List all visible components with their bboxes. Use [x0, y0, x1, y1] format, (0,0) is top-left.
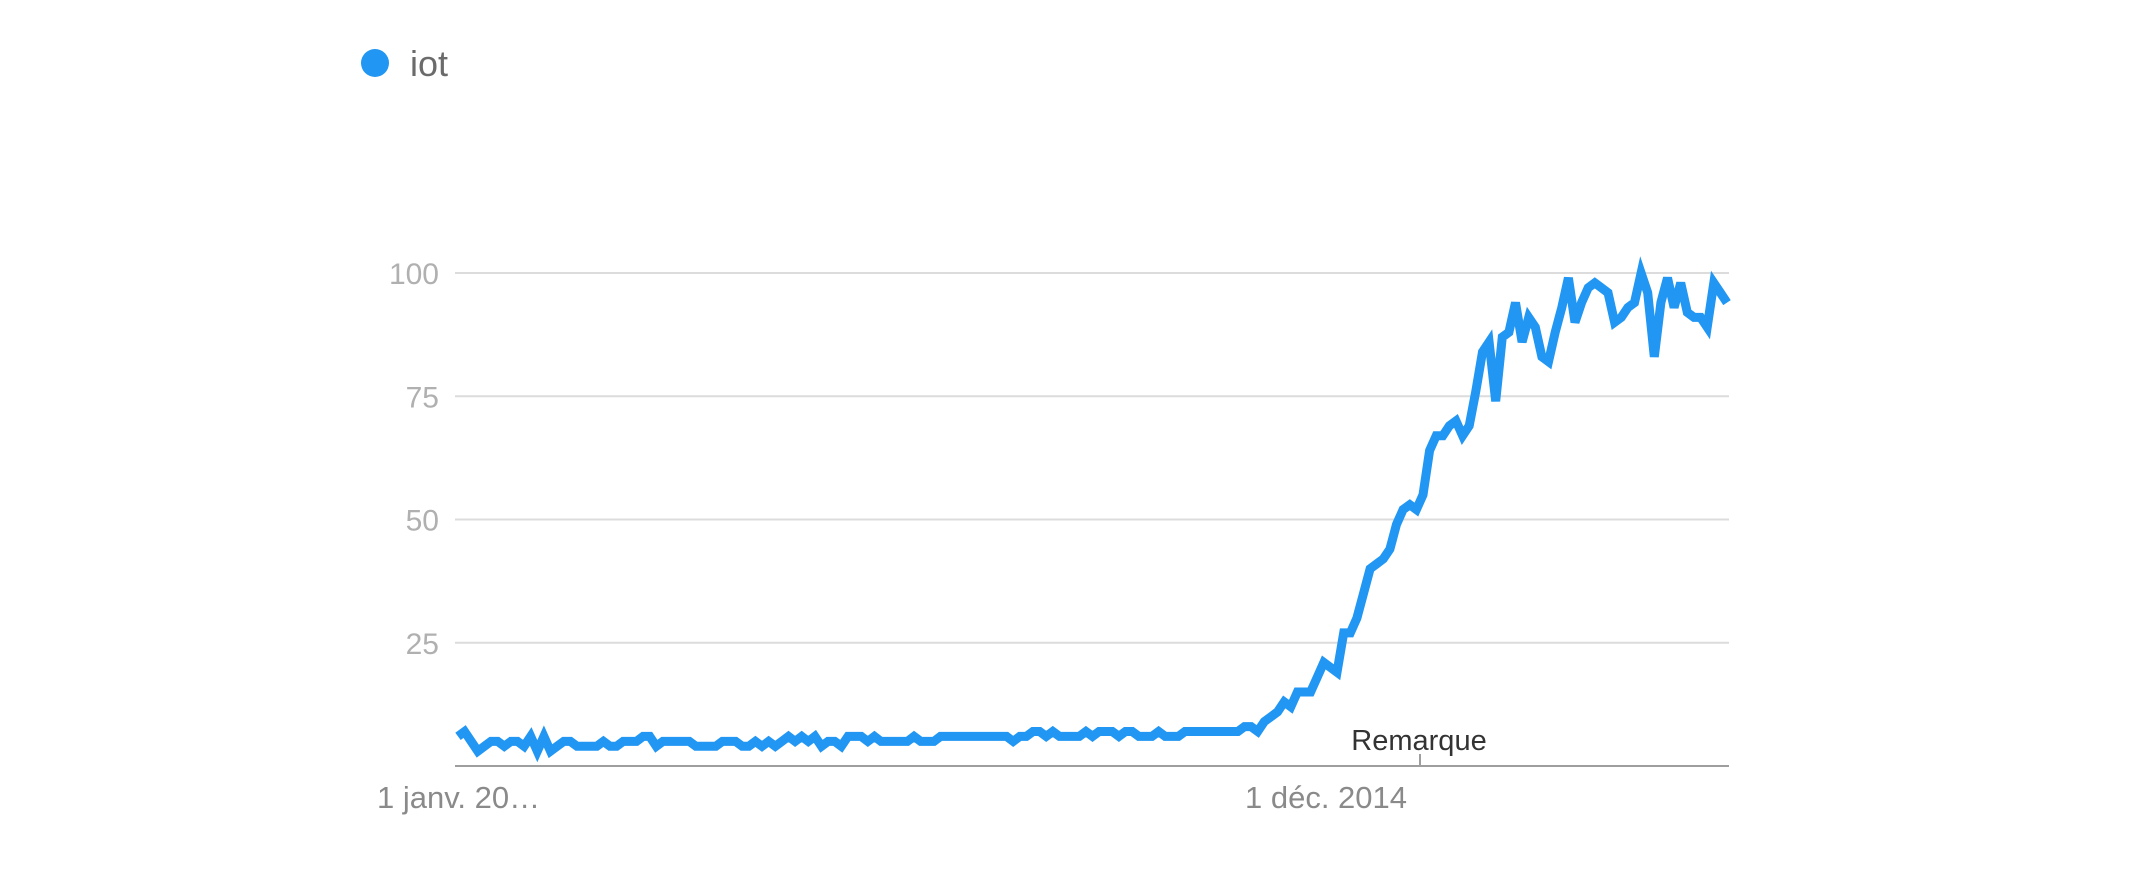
y-tick-label: 100	[389, 258, 439, 291]
x-tick-label: 1 janv. 20…	[377, 780, 540, 815]
series-line-iot[interactable]	[455, 256, 1731, 763]
legend[interactable]: iot	[361, 43, 448, 84]
plot-area	[455, 256, 1731, 763]
x-axis	[455, 754, 1729, 767]
y-axis-ticks: 100 75 50 25	[389, 258, 439, 661]
legend-dot-iot	[361, 49, 389, 77]
legend-label-iot: iot	[410, 43, 448, 84]
y-tick-label: 75	[406, 381, 439, 414]
gridlines	[455, 272, 1729, 644]
annotation-remarque[interactable]: Remarque	[1351, 725, 1486, 757]
x-tick-label: 1 déc. 2014	[1245, 780, 1407, 815]
y-tick-label: 25	[406, 628, 439, 661]
y-tick-label: 50	[406, 505, 439, 538]
x-axis-ticks: 1 janv. 20… 1 déc. 2014	[377, 780, 1407, 815]
